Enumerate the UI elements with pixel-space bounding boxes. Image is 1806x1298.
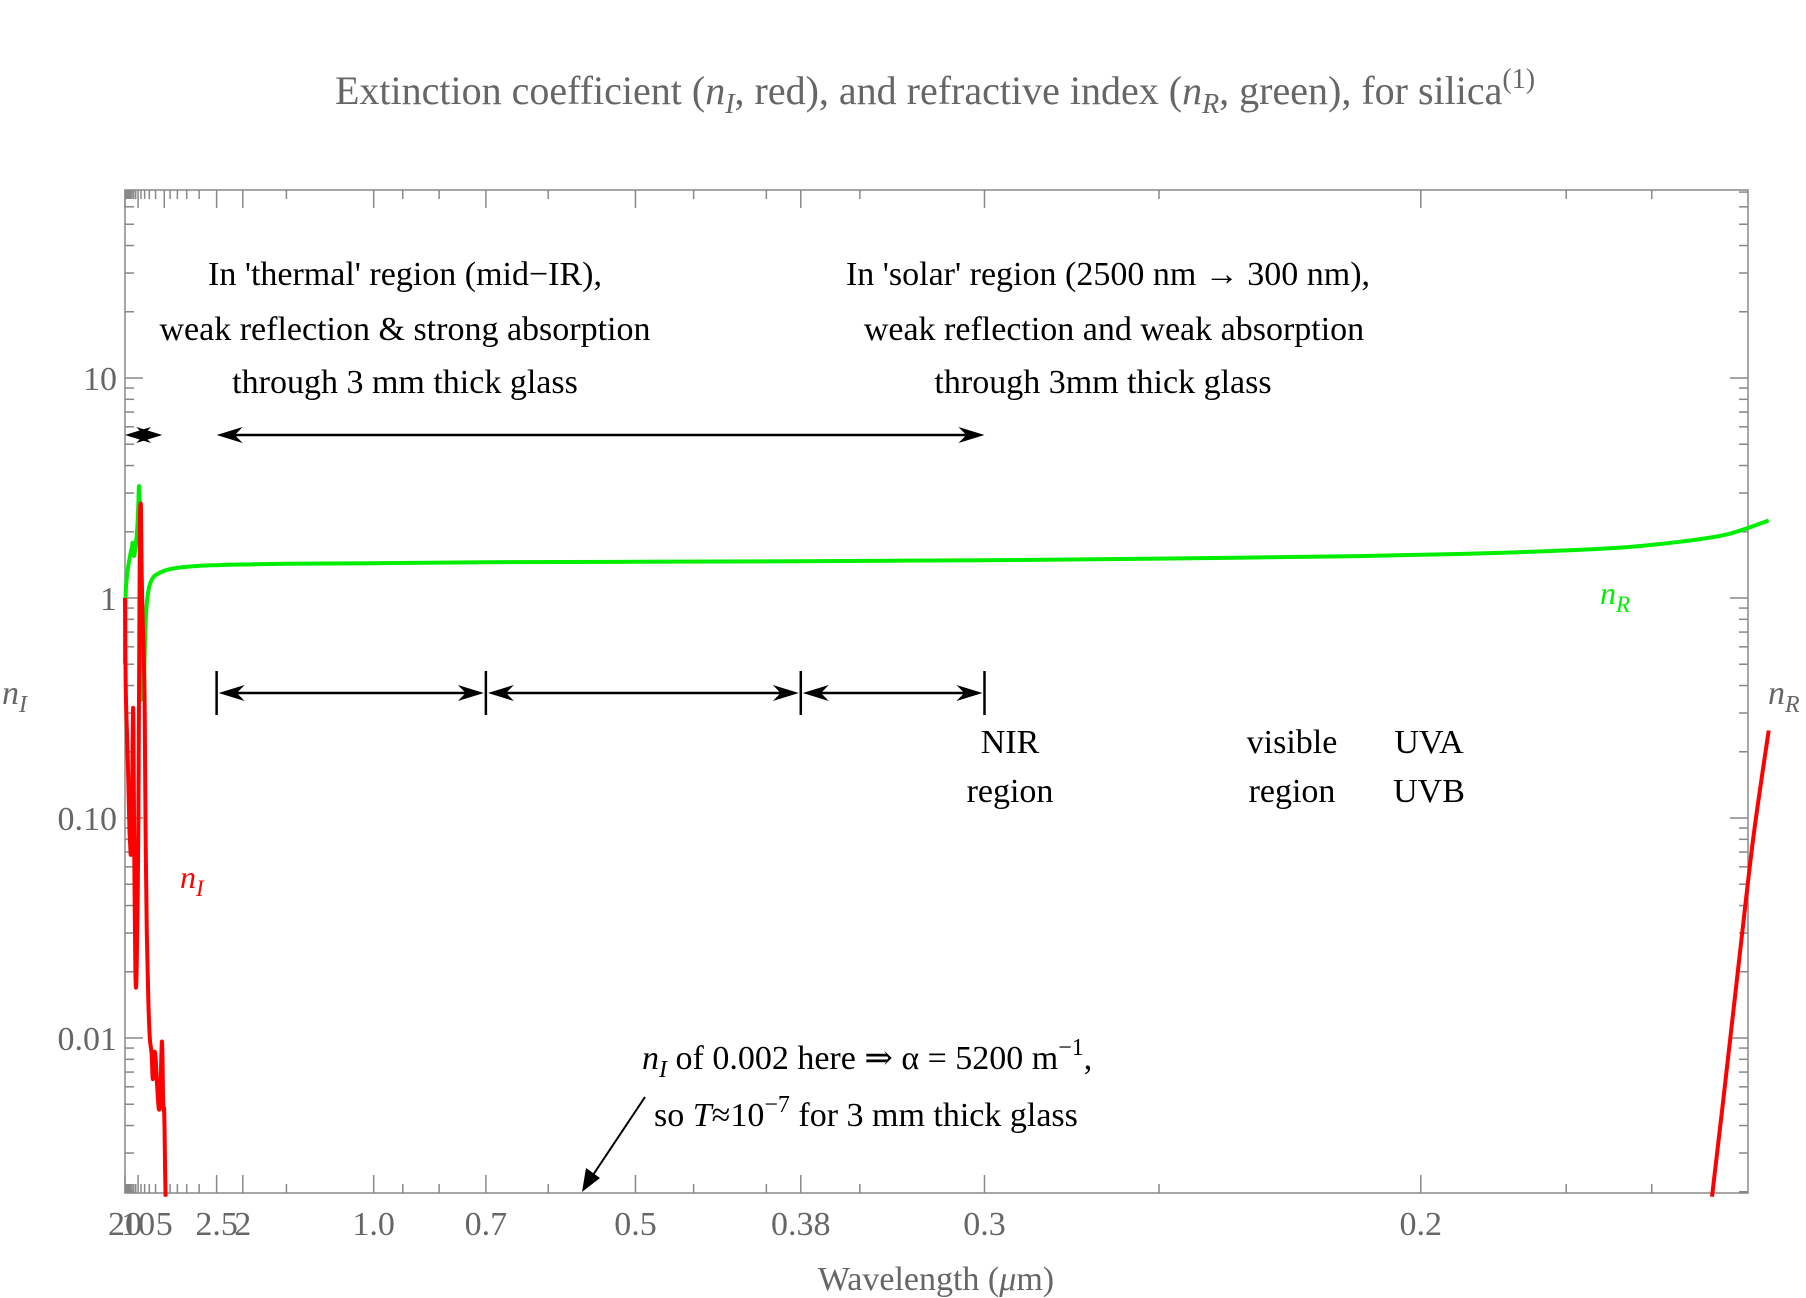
x-tick-label: 0.5 xyxy=(614,1206,657,1243)
x-tick-label: 2 xyxy=(234,1206,251,1243)
x-tick-label: 5 xyxy=(156,1206,173,1243)
note-line-2: so T≈10−7 for 3 mm thick glass xyxy=(654,1092,1078,1134)
y-tick-label: 0.01 xyxy=(58,1021,118,1058)
region-arrows xyxy=(215,671,986,715)
solar-text-line-2: weak reflection and weak absorption xyxy=(864,311,1364,348)
x-tick-label: 0.2 xyxy=(1400,1206,1443,1243)
region-labels: NIR region visible region UVA UVB xyxy=(967,724,1465,810)
y-tick-label: 0.10 xyxy=(58,801,118,838)
thermal-text-line-3: through 3 mm thick glass xyxy=(232,364,578,401)
y-tick-label: 10 xyxy=(83,361,117,398)
nir-label-line-2: region xyxy=(967,773,1054,810)
region-arrow-head-left xyxy=(802,685,829,701)
series-label-nI: nI xyxy=(180,859,205,901)
x-tick-label: 0.7 xyxy=(465,1206,508,1243)
solar-text-line-1: In 'solar' region (2500 nm → 300 nm), xyxy=(846,256,1370,293)
thermal-text-line-1: In 'thermal' region (mid−IR), xyxy=(208,256,602,293)
thermal-span-arrow xyxy=(125,427,163,443)
tick-marks xyxy=(124,190,1748,1193)
solar-annotation: In 'solar' region (2500 nm → 300 nm), we… xyxy=(216,256,1370,443)
solar-span-arrow xyxy=(216,427,985,443)
series-line-nR xyxy=(123,484,1770,702)
region-arrow-head-left xyxy=(218,685,245,701)
y-axis-label-right: nR xyxy=(1768,675,1800,718)
thermal-arrow-head-right xyxy=(136,427,163,443)
note-line-1: nI of 0.002 here ⇒ α = 5200 m−1, xyxy=(642,1035,1092,1083)
region-arrow-head-right xyxy=(457,685,484,701)
uvb-label: UVB xyxy=(1393,773,1465,810)
x-tick-label: 0.3 xyxy=(963,1206,1006,1243)
x-tick-label: 0.38 xyxy=(771,1206,831,1243)
visible-label-line-2: region xyxy=(1249,773,1336,810)
x-tick-label: 1.0 xyxy=(352,1206,395,1243)
chart-title: Extinction coefficient (nI, red), and re… xyxy=(335,64,1535,120)
region-arrow-head-right xyxy=(772,685,799,701)
x-tick-label: 2.5 xyxy=(195,1206,238,1243)
note-annotation: nI of 0.002 here ⇒ α = 5200 m−1, so T≈10… xyxy=(582,1035,1092,1192)
x-tick-label: 20 xyxy=(108,1206,142,1243)
y-tick-label: 1 xyxy=(100,581,117,618)
nir-label-line-1: NIR xyxy=(981,724,1040,761)
x-tick-label: 10 xyxy=(121,1206,155,1243)
thermal-annotation: In 'thermal' region (mid−IR), weak refle… xyxy=(125,256,650,443)
region-arrow-head-right xyxy=(956,685,983,701)
series-line-nI-uv xyxy=(1710,730,1771,1197)
solar-arrow-head-right xyxy=(958,427,985,443)
region-arrow-head-left xyxy=(487,685,514,701)
series-label-nR: nR xyxy=(1600,575,1630,617)
solar-arrow-head-left xyxy=(216,427,243,443)
note-pointer-head xyxy=(582,1168,600,1192)
solar-text-line-3: through 3mm thick glass xyxy=(934,364,1271,401)
y-axis-label-left: nI xyxy=(2,675,28,718)
series-line-nI xyxy=(123,501,168,1197)
plot-area xyxy=(123,484,1771,1197)
uva-label: UVA xyxy=(1394,724,1464,761)
note-pointer-line xyxy=(592,1096,646,1176)
x-axis-label: Wavelength (μm) xyxy=(818,1261,1054,1298)
visible-label-line-1: visible xyxy=(1247,724,1338,761)
thermal-text-line-2: weak reflection & strong absorption xyxy=(160,311,651,348)
